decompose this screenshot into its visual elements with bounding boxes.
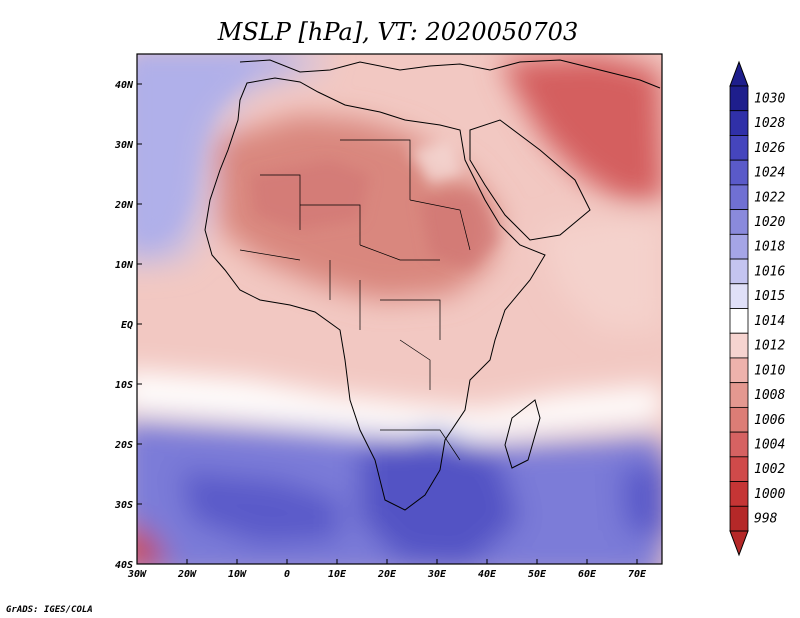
lat-tick-label: 30N [114, 140, 134, 151]
colorbar-swatch [729, 283, 749, 309]
lon-tick-label: 20E [377, 569, 397, 580]
coastlines [204, 59, 661, 511]
europe-coast [239, 59, 661, 89]
middle-east-low [500, 55, 662, 200]
map-title: MSLP [hPa], VT: 2020050703 [217, 18, 578, 46]
colorbar-label: 1022 [754, 190, 785, 205]
lat-tick-label: 10N [115, 260, 134, 271]
lon-tick-label: 10E [328, 569, 347, 580]
lat-tick-label: 30S [114, 500, 133, 511]
colorbar-swatch [729, 209, 749, 235]
lat-tick-label: 20S [114, 440, 133, 451]
colorbar-label: 1014 [754, 314, 785, 329]
southwest-corner-low [137, 528, 170, 564]
colorbar-label: 1002 [754, 462, 785, 477]
colorbar-swatch [729, 308, 749, 334]
lon-tick-label: 0 [284, 569, 290, 580]
colorbar-swatch [729, 110, 749, 136]
africa-coastline [204, 77, 546, 511]
colorbar-label: 1024 [754, 166, 785, 181]
pressure-map [137, 54, 662, 564]
colorbar-label: 1006 [754, 413, 785, 428]
colorbar-label: 1020 [754, 215, 785, 230]
interior-borders [239, 139, 471, 461]
colorbar-swatch [729, 258, 749, 285]
colorbar-swatch [729, 85, 749, 112]
colorbar-swatch [729, 406, 749, 433]
colorbar-label: 1000 [754, 487, 785, 502]
lon-tick-label: 70E [628, 569, 647, 580]
colorbar-swatch [729, 135, 749, 161]
colorbar-label: 1010 [754, 363, 785, 378]
madagascar [504, 399, 541, 469]
colorbar-swatch [729, 505, 749, 532]
axes: 30W 20W 10W 0 10E 20E 30E 40E 50E 60E 70E 40N 30N 20N… [114, 80, 647, 580]
colorbar-bottom-arrow [729, 530, 749, 557]
lat-tick-label: 10S [115, 380, 133, 391]
colorbar-label: 998 [754, 512, 778, 527]
grads-credit: GrADS: IGES/COLA [6, 605, 93, 615]
lon-tick-label: 30E [427, 569, 447, 580]
map-frame [136, 53, 663, 565]
colorbar-swatch [729, 382, 749, 408]
lon-tick-label: 50E [528, 569, 547, 580]
colorbar-label: 1018 [754, 240, 785, 255]
colorbar-swatch [729, 481, 749, 507]
southern-africa-high [360, 430, 520, 564]
colorbar-swatch [729, 357, 749, 384]
lon-tick-label: 20W [177, 569, 197, 580]
colorbar-swatch [729, 332, 749, 359]
lat-tick-label: 20N [114, 200, 134, 211]
colorbar-swatch [729, 159, 749, 186]
colorbar-label: 1015 [754, 289, 785, 304]
colorbar-swatch [729, 233, 749, 260]
colorbar-label: 1030 [754, 91, 785, 106]
colorbar-label: 1016 [754, 264, 785, 279]
lon-tick-label: 60E [578, 569, 597, 580]
lat-tick-label: 40S [115, 560, 133, 571]
lon-tick-label: 10W [228, 569, 247, 580]
colorbar-label: 1012 [754, 339, 785, 354]
lat-tick-label: EQ [121, 320, 133, 331]
colorbar-swatch [729, 431, 749, 458]
colorbar-swatch [729, 456, 749, 482]
lon-tick-label: 30W [127, 569, 147, 580]
colorbar-label: 1028 [754, 116, 785, 131]
lat-tick-label: 40N [115, 80, 134, 91]
colorbar-label: 1004 [754, 437, 785, 452]
colorbar-swatch [729, 184, 749, 211]
colorbar: 1030 1028 1026 1024 1022 1020 1018 1016 1015 1014… [729, 60, 785, 557]
arabian-coast [469, 119, 591, 241]
colorbar-label: 1008 [754, 388, 785, 403]
colorbar-label: 1026 [754, 141, 785, 156]
lon-tick-label: 40E [478, 569, 497, 580]
colorbar-top-arrow [729, 60, 749, 87]
